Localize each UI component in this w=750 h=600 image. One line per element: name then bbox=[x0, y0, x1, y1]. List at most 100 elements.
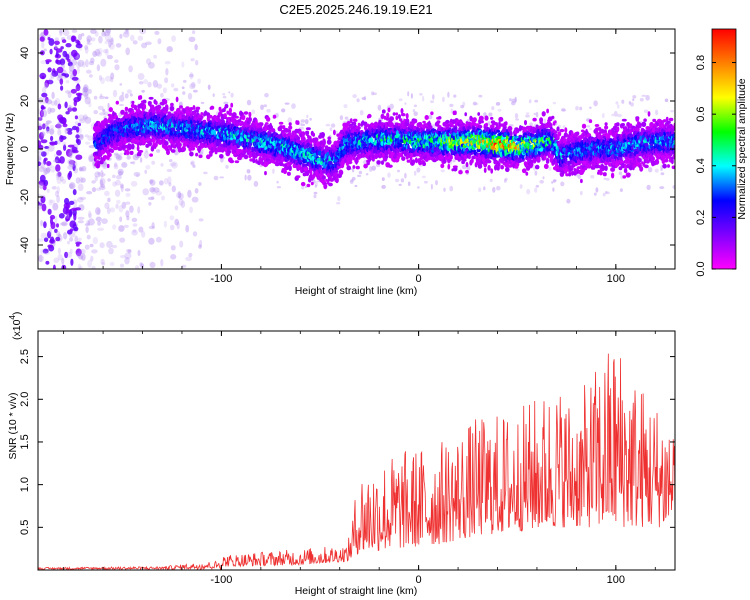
spectrogram-cell bbox=[137, 206, 141, 214]
spectrogram-cell bbox=[142, 139, 147, 144]
spectrogram-cell bbox=[119, 83, 123, 86]
spectrogram-cell bbox=[39, 72, 47, 80]
spectrogram-cell bbox=[77, 114, 85, 122]
spectrogram-cell bbox=[200, 112, 204, 116]
spectrogram-cell bbox=[42, 123, 46, 130]
spectrogram-cell bbox=[90, 29, 97, 34]
spectrogram-cell bbox=[212, 93, 215, 97]
spectrogram-cell bbox=[133, 171, 141, 177]
spectrogram-cell bbox=[214, 150, 218, 155]
spectrogram-cell bbox=[102, 162, 108, 170]
spectrogram-cell bbox=[189, 107, 194, 111]
spectrogram-cell bbox=[82, 114, 88, 121]
spectrogram-cell bbox=[69, 182, 76, 190]
spectrogram-cell bbox=[190, 58, 195, 62]
spectrogram-cell bbox=[54, 37, 59, 42]
spectrogram-cell bbox=[173, 87, 179, 92]
spectrogram-cell bbox=[144, 169, 147, 174]
spectrogram-cell bbox=[86, 38, 91, 45]
spectrogram-cell bbox=[149, 187, 155, 193]
spectrogram-cell bbox=[77, 220, 84, 224]
spectrogram-cell bbox=[40, 232, 48, 239]
spectrogram-cell bbox=[234, 160, 240, 164]
spectrogram-cell bbox=[43, 48, 47, 52]
spectrogram-cell bbox=[38, 193, 43, 198]
spectrogram-cell bbox=[56, 177, 62, 184]
spectrogram-cell bbox=[170, 102, 174, 107]
spectrogram-cell bbox=[260, 104, 264, 111]
spectrogram-cell bbox=[639, 97, 644, 102]
spectrogram-cell bbox=[395, 112, 399, 116]
spectrogram-cell bbox=[227, 149, 232, 154]
spectrogram-cell bbox=[81, 61, 86, 68]
spectrogram-cell bbox=[56, 195, 60, 203]
spectrogram-cell bbox=[473, 102, 479, 106]
spectrogram-cell bbox=[371, 91, 375, 96]
spectrogram-cell bbox=[141, 42, 148, 49]
spectrogram-cell bbox=[103, 111, 109, 116]
spectrogram-cell bbox=[99, 177, 106, 185]
spectrogram-cell bbox=[462, 101, 466, 107]
spectrogram-cell bbox=[276, 180, 279, 184]
spectrogram-cell bbox=[141, 230, 146, 238]
spectrogram-cell bbox=[139, 262, 143, 267]
spectrogram-cell bbox=[98, 35, 103, 44]
spectrogram-cell bbox=[148, 96, 154, 100]
spectrogram-cell bbox=[407, 91, 410, 97]
spectrogram-cell bbox=[40, 161, 46, 169]
spectrogram-cell bbox=[594, 192, 597, 196]
spectrogram-cell bbox=[129, 205, 134, 213]
spectrogram-cell bbox=[77, 59, 85, 67]
spectrogram-cell bbox=[79, 167, 84, 171]
spectrogram-cell bbox=[407, 181, 411, 187]
spectrogram-cell bbox=[543, 118, 547, 125]
spectrogram-cell bbox=[112, 89, 118, 98]
spectrogram-cell bbox=[453, 94, 457, 98]
spectrogram-cell bbox=[422, 120, 426, 124]
spectrogram-cell bbox=[417, 186, 420, 189]
spectrogram-cell bbox=[43, 157, 48, 161]
spectrogram-cell bbox=[67, 91, 72, 99]
spectrogram-cell bbox=[164, 60, 171, 65]
spectrogram-cell bbox=[169, 215, 175, 221]
spectrogram-cell bbox=[42, 86, 46, 95]
spectrogram-cell bbox=[84, 141, 91, 145]
spectrogram-cell bbox=[166, 149, 170, 156]
spectrogram-cell bbox=[76, 139, 81, 146]
spectrogram-cell bbox=[593, 100, 598, 107]
spectrogram-cell bbox=[534, 187, 538, 193]
spectrogram-cell bbox=[562, 125, 566, 129]
spectrogram-cell bbox=[655, 109, 659, 116]
spectrogram-cell bbox=[41, 92, 48, 98]
spectrogram-cell bbox=[654, 168, 659, 173]
spectrogram-cell bbox=[148, 237, 155, 245]
spectrogram-cell bbox=[55, 231, 61, 237]
spectrogram-cell bbox=[447, 91, 450, 98]
spectrogram-cell bbox=[46, 34, 51, 38]
spectrogram-cell bbox=[355, 165, 360, 170]
spectrogram-cell bbox=[191, 112, 197, 116]
spectrogram-cell bbox=[617, 104, 620, 109]
spectrogram-cell bbox=[87, 259, 92, 268]
spectrogram-cell bbox=[84, 223, 91, 227]
spectrogram-cell bbox=[42, 184, 47, 191]
chart-title: C2E5.2025.246.19.19.E21 bbox=[279, 2, 432, 17]
spectrogram-cell bbox=[96, 187, 101, 191]
spectrogram-cell bbox=[219, 176, 225, 179]
spectrogram-cell bbox=[49, 48, 53, 55]
spectrogram-cell bbox=[75, 61, 82, 69]
spectrogram-cell bbox=[83, 86, 88, 93]
spectrogram-cell bbox=[404, 102, 407, 105]
spectrogram-cell bbox=[190, 147, 196, 151]
spectrogram-cell bbox=[99, 242, 105, 249]
spectrogram-cell bbox=[163, 177, 169, 185]
spectrogram-cell bbox=[126, 249, 132, 253]
spectrogram-cell bbox=[295, 175, 301, 179]
spectrogram-cell bbox=[145, 164, 151, 170]
spectrogram-cell bbox=[55, 48, 63, 53]
spectrogram-cell bbox=[55, 190, 59, 198]
spectrogram-cell bbox=[252, 158, 256, 164]
spectrogram-cell bbox=[154, 141, 158, 148]
spectrogram-cell bbox=[602, 192, 606, 197]
